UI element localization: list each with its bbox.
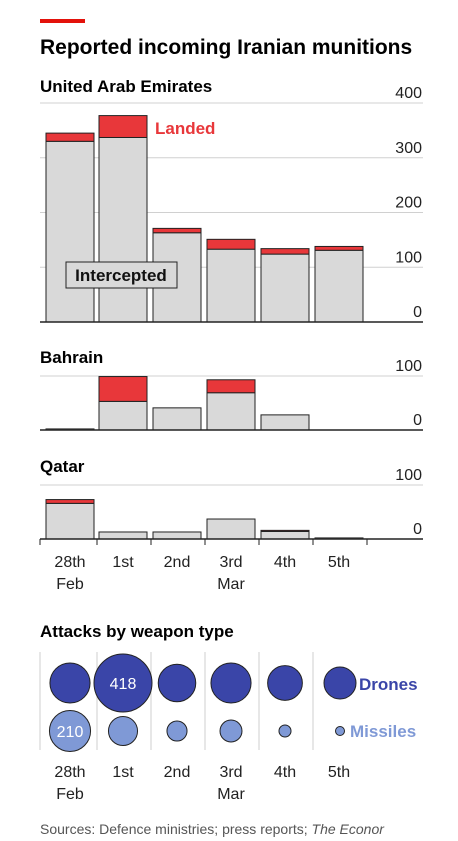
- y-tick-label: 0: [413, 521, 422, 538]
- source-brand: The Econor: [312, 821, 386, 837]
- bar-landed: [45, 132, 95, 142]
- bar-landed: [260, 529, 310, 532]
- bar-intercepted: [206, 518, 256, 540]
- label-landed: Landed: [155, 119, 215, 138]
- x-tick-label: 3rd: [219, 764, 242, 781]
- chart-title: Reported incoming Iranian munitions: [40, 36, 412, 59]
- x-tick-label: 2nd: [164, 554, 191, 571]
- x-tick-label: 28th: [54, 764, 85, 781]
- x-tick-label-month: Mar: [217, 576, 245, 593]
- y-tick-label: 100: [395, 467, 422, 484]
- x-tick-label-month: Feb: [56, 786, 84, 803]
- bubble-value-label: 210: [57, 724, 84, 741]
- y-tick-label: 100: [395, 249, 422, 266]
- bubble-missiles: [278, 724, 292, 738]
- label-intercepted: Intercepted: [75, 266, 167, 285]
- x-tick-label: 2nd: [164, 764, 191, 781]
- panel-qatar: Qatar 0 100: [39, 457, 423, 545]
- x-tick-label-month: Mar: [217, 786, 245, 803]
- panel-title: Qatar: [40, 457, 85, 476]
- bar-intercepted: [98, 136, 148, 323]
- panel-bahrain: Bahrain 0 100: [40, 348, 423, 431]
- bar-landed: [314, 245, 364, 251]
- x-tick-label: 5th: [328, 764, 350, 781]
- bar-landed: [98, 115, 148, 138]
- legend-missiles-marker: [335, 726, 345, 736]
- bubble-drones: [157, 663, 197, 703]
- bubble-missiles: [166, 720, 188, 742]
- bar-intercepted: [98, 531, 148, 540]
- bar-landed: [152, 227, 202, 234]
- bar-landed: [45, 499, 95, 504]
- bar-intercepted: [260, 253, 310, 323]
- x-tick-label: 3rd: [219, 554, 242, 571]
- y-tick-label: 100: [395, 358, 422, 375]
- bubble-missiles: [48, 709, 92, 753]
- bar-intercepted: [45, 502, 95, 540]
- accent-bar: [40, 19, 85, 23]
- legend-drones-marker: [323, 666, 357, 700]
- y-tick-label: 0: [413, 412, 422, 429]
- bar-landed: [206, 238, 256, 250]
- y-tick-label: 0: [413, 304, 422, 321]
- bar-intercepted: [98, 400, 148, 431]
- x-tick-label: 28th: [54, 554, 85, 571]
- legend-drones-label: Drones: [359, 675, 418, 694]
- y-tick-label: 200: [395, 195, 422, 212]
- panel-title: Attacks by weapon type: [40, 622, 234, 641]
- source-text: Sources: Defence ministries; press repor…: [40, 821, 312, 837]
- bubble-drones: [93, 653, 153, 713]
- bar-landed: [206, 379, 256, 394]
- source-note: Sources: Defence ministries; press repor…: [40, 821, 385, 837]
- bubble-drones: [49, 662, 91, 704]
- x-tick-label: 1st: [112, 764, 134, 781]
- bar-intercepted: [152, 531, 202, 540]
- bar-intercepted: [314, 249, 364, 323]
- bubble-value-label: 418: [110, 676, 137, 693]
- bar-intercepted: [152, 407, 202, 431]
- bubble-missiles: [219, 719, 243, 743]
- bar-landed: [98, 376, 148, 402]
- legend-missiles-label: Missiles: [350, 722, 416, 741]
- panel-title: United Arab Emirates: [40, 77, 212, 96]
- label-intercepted-box: [65, 261, 178, 289]
- bar-intercepted: [45, 140, 95, 323]
- x-tick-label: 4th: [274, 554, 296, 571]
- bar-intercepted: [206, 392, 256, 431]
- bar-intercepted: [260, 530, 310, 540]
- bubble-drones: [210, 662, 252, 704]
- y-tick-label: 300: [395, 140, 422, 157]
- bar-intercepted: [206, 248, 256, 323]
- bubble-drones: [267, 665, 303, 701]
- panel-title: Bahrain: [40, 348, 103, 367]
- x-tick-label: 4th: [274, 764, 296, 781]
- x-tick-label: 1st: [112, 554, 134, 571]
- bubble-missiles: [107, 715, 139, 747]
- y-tick-label: 400: [395, 85, 422, 102]
- bar-landed: [260, 248, 310, 255]
- panel-united-arab-emirates: United Arab Emirates 0 100 200 300 400 Landed I…: [40, 77, 423, 323]
- x-tick-label: 5th: [328, 554, 350, 571]
- bar-intercepted: [260, 414, 310, 431]
- x-tick-label-month: Feb: [56, 576, 84, 593]
